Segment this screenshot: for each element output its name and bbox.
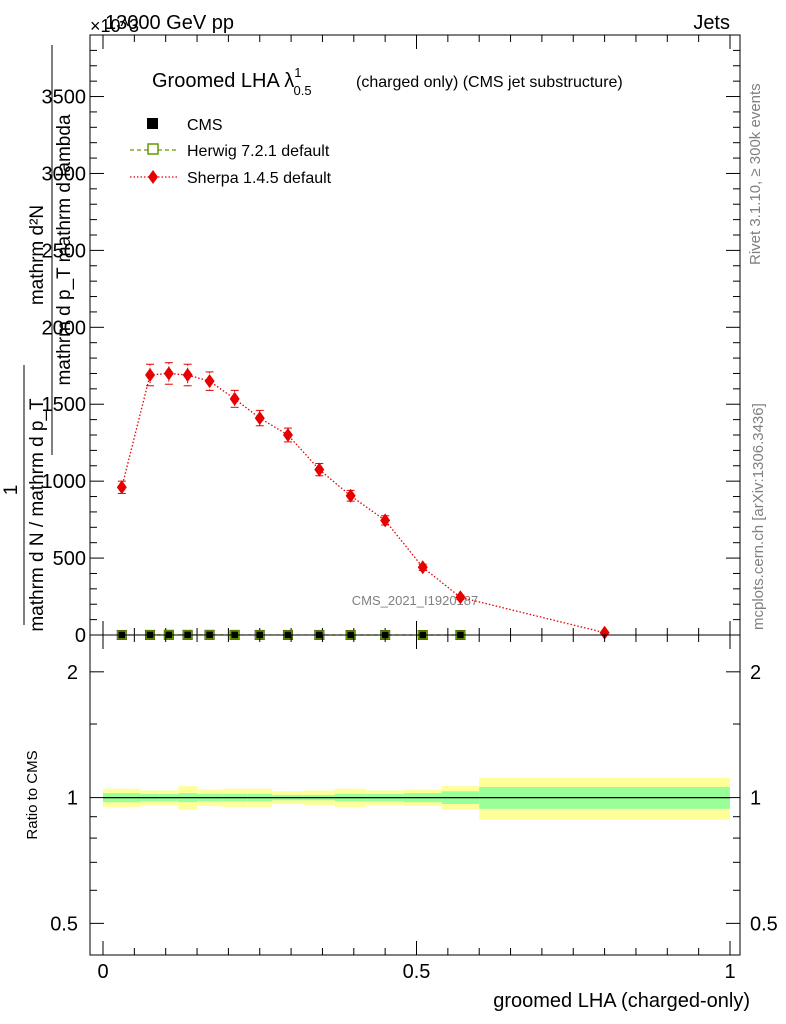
ratio-plot-area: [103, 777, 730, 820]
ratio-x-tick-label: 1: [724, 961, 735, 983]
legend-marker-herwig: [147, 143, 159, 155]
ratio-y-tick-label: 1: [67, 788, 78, 810]
main-y-tick-label: 1500: [42, 394, 87, 416]
ratio-panel: 0.5 0.51 12 2 0 0.5 1 Ratio to CMS groomed LH…: [24, 634, 778, 1012]
main-y-tick-label: 3500: [42, 87, 87, 109]
ratio-y-tick-label-right: 2: [750, 662, 761, 684]
sherpa-point: [163, 366, 174, 381]
sherpa-point: [417, 560, 428, 575]
legend-marker-sherpa: [148, 170, 158, 184]
ratio-x-axis: 0 0.5 1: [97, 635, 736, 983]
chart-title: Groomed LHA λ1 0.5: [152, 65, 312, 98]
y-label-line2: mathrm d p_T mathrm d lambda: [54, 114, 75, 385]
main-y-tick-label: 0: [75, 625, 86, 647]
main-panel: 0 500 1000 1500 2000 2500 3000 3500 Groomed LHA…: [1, 34, 741, 647]
sherpa-point: [599, 625, 610, 640]
sherpa-point: [204, 374, 215, 389]
ratio-y-tick-label-right: 1: [750, 788, 761, 810]
header-right: Jets: [693, 12, 730, 34]
ratio-y-tick-label: 2: [67, 662, 78, 684]
ratio-y-tick-label-right: 0.5: [750, 913, 778, 935]
y-label-frac-num: 1: [1, 485, 22, 496]
ratio-x-tick-label: 0.5: [403, 961, 431, 983]
legend-marker-cms: [147, 118, 158, 129]
main-y-tick-label: 2000: [42, 317, 87, 339]
sherpa-point: [380, 513, 391, 528]
ratio-frame: [89, 634, 741, 956]
sherpa-point: [314, 462, 325, 477]
y-label-frac-den: mathrm d N / mathrm d p_T: [27, 398, 48, 632]
main-y-tick-label: 500: [53, 548, 86, 570]
legend-label-herwig: Herwig 7.2.1 default: [187, 143, 330, 160]
watermark: CMS_2021_I1920187: [352, 593, 479, 608]
chart-title-suffix: (charged only) (CMS jet substructure): [356, 74, 623, 91]
sherpa-point: [455, 590, 466, 605]
ratio-y-axis: 0.5 0.5 1 1 2 2: [50, 662, 778, 936]
mcplots-label: mcplots.cern.ch [arXiv:1306.3436]: [750, 403, 767, 630]
sherpa-point: [345, 488, 356, 503]
legend-label-sherpa: Sherpa 1.4.5 default: [187, 170, 332, 187]
main-x-ticks: [102, 35, 731, 635]
chart-title-sup: 1: [294, 65, 301, 80]
exponent-label: ×10^3: [90, 16, 139, 36]
legend: CMS Herwig 7.2.1 default Sherpa 1.4.5 de…: [130, 117, 332, 187]
sherpa-point: [254, 411, 265, 426]
ratio-y-label: Ratio to CMS: [24, 750, 41, 839]
sherpa-point: [182, 368, 193, 382]
sherpa-point: [116, 480, 127, 495]
main-y-axis: 0 500 1000 1500 2000 2500 3000 3500: [42, 34, 740, 647]
main-y-label: mathrm d²N mathrm d p_T mathrm d lambda …: [1, 45, 75, 632]
header-left: 13000 GeV pp: [105, 12, 234, 34]
legend-label-cms: CMS: [187, 117, 223, 134]
ratio-x-tick-label: 0: [97, 961, 108, 983]
sherpa-point: [229, 391, 240, 406]
main-y-tick-label: 3000: [42, 163, 87, 185]
sherpa-point: [145, 368, 156, 382]
x-axis-label: groomed LHA (charged-only): [493, 990, 750, 1012]
y-label-line1: mathrm d²N: [27, 205, 48, 305]
chart-title-sub: 0.5: [294, 83, 312, 98]
sherpa-point: [282, 428, 293, 442]
main-y-tick-label: 2500: [42, 240, 87, 262]
chart-title-main: Groomed LHA λ: [152, 70, 294, 92]
main-y-tick-label: 1000: [42, 471, 87, 493]
rivet-label: Rivet 3.1.10, ≥ 300k events: [747, 83, 764, 265]
ratio-y-tick-label: 0.5: [50, 913, 78, 935]
